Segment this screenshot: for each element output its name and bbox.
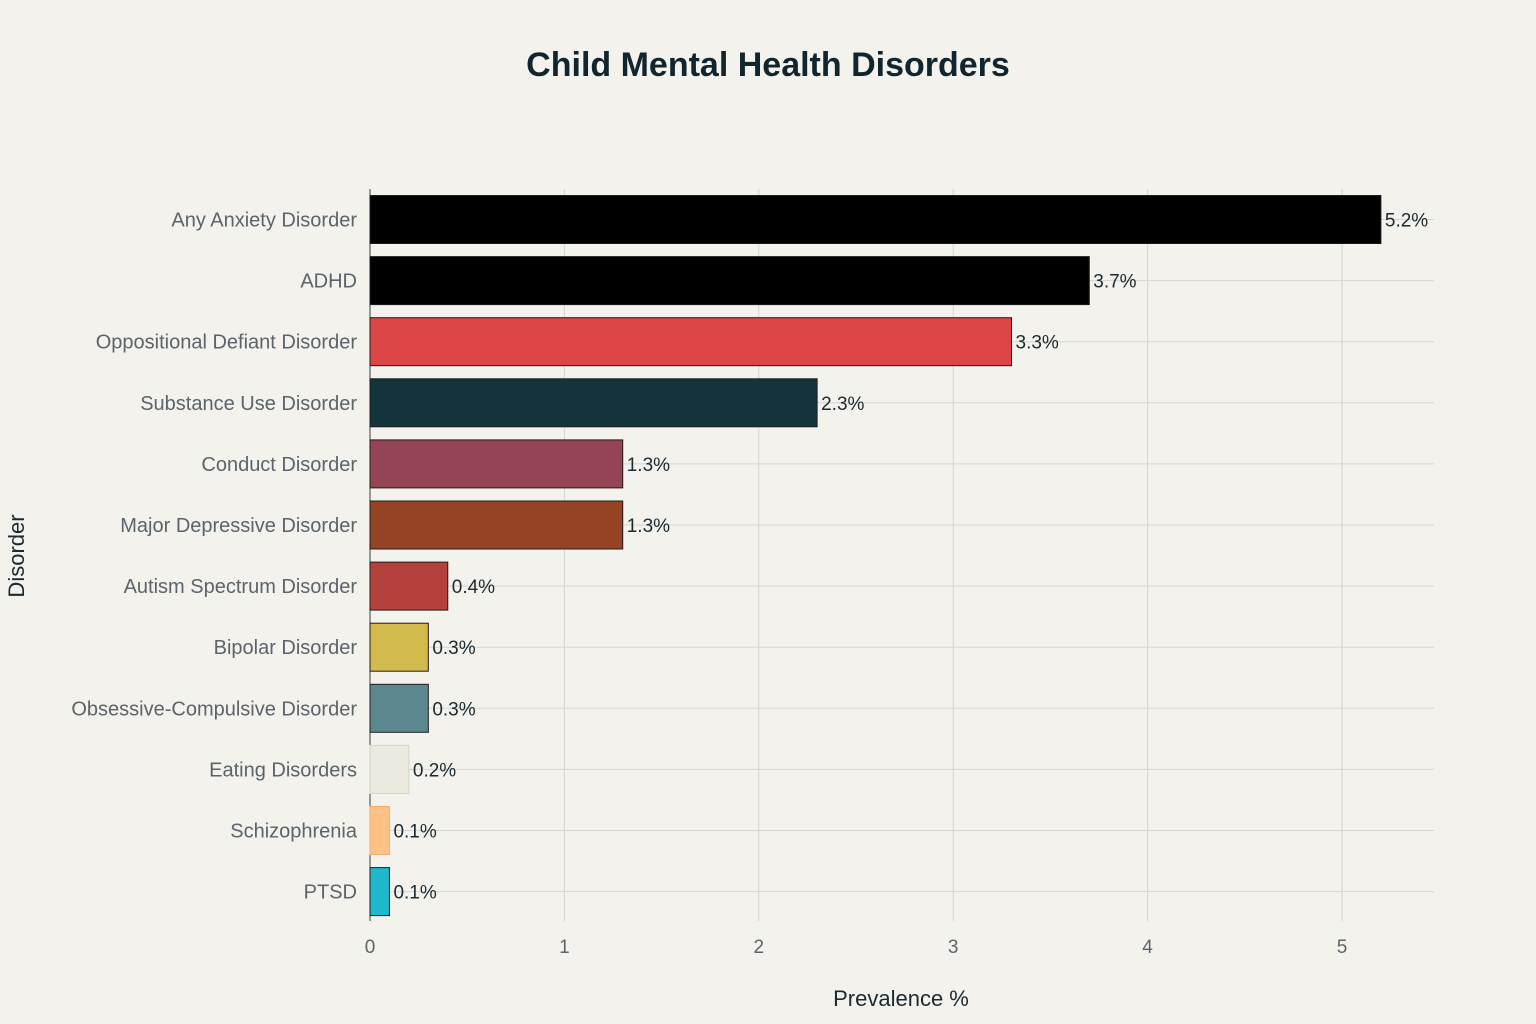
- category-label: Major Depressive Disorder: [120, 515, 357, 537]
- bar: [369, 195, 1382, 244]
- category-label: Any Anxiety Disorder: [171, 210, 357, 232]
- category-label: Conduct Disorder: [201, 454, 357, 476]
- x-tick-label: 1: [559, 937, 570, 958]
- bar: [369, 439, 624, 489]
- x-tick-label: 4: [1142, 937, 1153, 958]
- bar: [369, 622, 429, 672]
- bar: [369, 256, 1090, 306]
- data-label: 0.3%: [432, 699, 475, 720]
- category-label: ADHD: [300, 271, 357, 293]
- bar: [369, 867, 390, 917]
- data-label: 0.3%: [432, 638, 475, 659]
- category-label: Autism Spectrum Disorder: [124, 576, 358, 598]
- data-label: 0.1%: [393, 883, 436, 904]
- labels: 0 1 2 3 4 5 Any Anxiety Disorder 5.2% ADHD 3.7% Op…: [71, 210, 1428, 959]
- data-label: 2.3%: [821, 394, 864, 415]
- category-label: PTSD: [304, 882, 357, 904]
- category-label: Schizophrenia: [230, 821, 358, 843]
- data-label: 3.7%: [1093, 272, 1136, 293]
- category-label: Eating Disorders: [209, 759, 357, 781]
- data-label: 3.3%: [1016, 333, 1059, 354]
- category-label: Obsessive-Compulsive Disorder: [71, 698, 357, 720]
- bar: [369, 683, 429, 733]
- data-label: 1.3%: [627, 516, 670, 537]
- y-axis-title: Disorder: [4, 514, 29, 597]
- x-tick-label: 5: [1337, 937, 1348, 958]
- data-label: 0.4%: [452, 577, 495, 598]
- bar: [369, 806, 390, 855]
- data-label: 5.2%: [1385, 211, 1428, 232]
- bar: [369, 500, 624, 550]
- chart-title: Child Mental Health Disorders: [526, 46, 1010, 84]
- bar: [369, 378, 818, 428]
- bar: [369, 317, 1013, 367]
- x-tick-label: 0: [365, 937, 376, 958]
- category-label: Bipolar Disorder: [214, 637, 358, 659]
- x-tick-label: 3: [948, 937, 959, 958]
- data-label: 0.1%: [393, 822, 436, 843]
- x-tick-label: 2: [754, 937, 765, 958]
- data-label: 1.3%: [627, 455, 670, 476]
- category-label: Oppositional Defiant Disorder: [96, 332, 358, 354]
- data-label: 0.2%: [413, 760, 456, 781]
- category-label: Substance Use Disorder: [140, 393, 357, 415]
- bar: [369, 744, 410, 794]
- bars: [369, 195, 1382, 917]
- x-axis-title: Prevalence %: [833, 986, 969, 1011]
- bar: [369, 561, 449, 611]
